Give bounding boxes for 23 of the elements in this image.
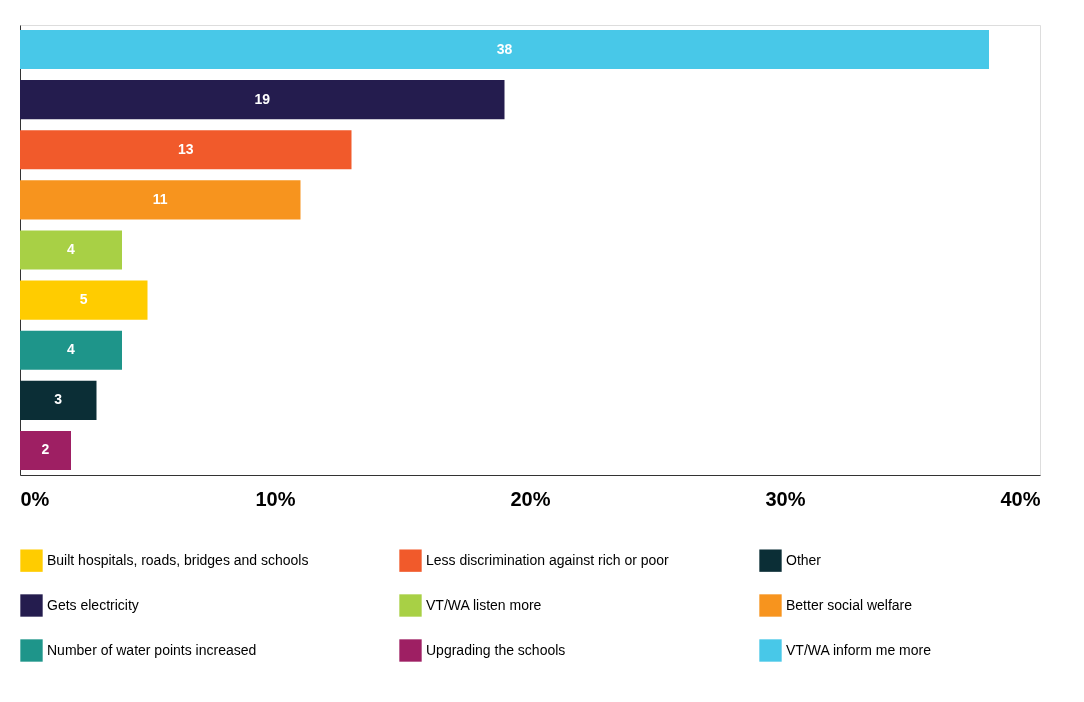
- legend-label: VT/WA inform me more: [786, 641, 932, 658]
- data-label: 5: [79, 291, 88, 308]
- x-tick-label: 0%: [20, 487, 50, 510]
- x-tick-label: 30%: [765, 487, 806, 510]
- x-tick-label: 10%: [255, 487, 296, 510]
- data-label: 4: [67, 341, 76, 358]
- legend-label: Other: [786, 551, 822, 568]
- data-label: 38: [496, 40, 513, 57]
- legend-label: Number of water points increased: [47, 641, 257, 658]
- legend-label: Built hospitals, roads, bridges and schools: [47, 551, 309, 568]
- data-label: 11: [152, 190, 168, 207]
- legend-label: VT/WA listen more: [426, 596, 542, 613]
- legend-label: Better social welfare: [786, 596, 913, 613]
- legend-label: Upgrading the schools: [426, 641, 566, 658]
- data-label: 4: [67, 241, 76, 257]
- legend-label: Gets electricity: [47, 596, 139, 613]
- x-tick-label: 40%: [1000, 487, 1041, 510]
- x-tick-label: 20%: [510, 487, 551, 510]
- data-label: 19: [254, 90, 271, 107]
- data-label: 3: [54, 391, 63, 408]
- data-label: 13: [177, 140, 194, 157]
- legend-label: Less discrimination against rich or poor: [426, 551, 670, 568]
- data-label: 2: [41, 441, 50, 458]
